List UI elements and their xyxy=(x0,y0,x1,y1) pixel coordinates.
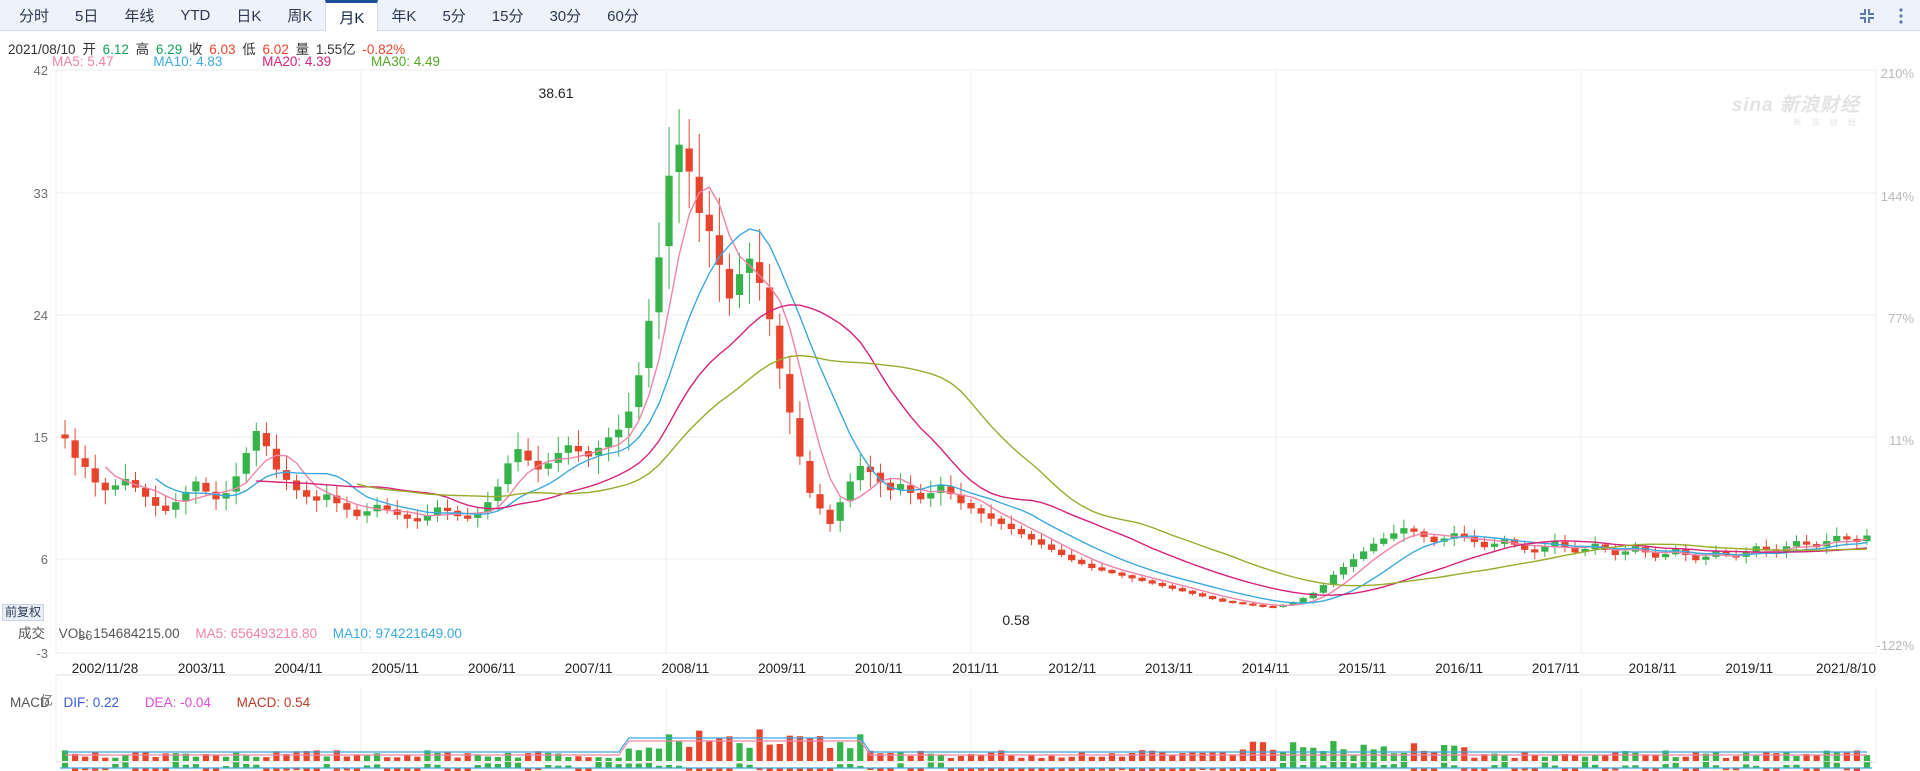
y2tick-77: 77% xyxy=(1888,311,1914,326)
date-tick: 2008/11 xyxy=(661,661,709,676)
volume-value: VOL: 154684215.00 xyxy=(58,626,180,641)
ytick-42: 42 xyxy=(34,63,48,78)
price-axis-left: 42 33 24 15 6 -3 xyxy=(34,63,48,661)
ytick-33: 33 xyxy=(34,186,48,201)
volume-value: 1.55亿 xyxy=(315,42,356,57)
ytick-15: 15 xyxy=(34,430,48,445)
quote-info-line: 2021/08/10 开 6.12 高 6.29 收 6.03 低 6.02 量… xyxy=(8,38,408,58)
tab-yearline[interactable]: 年线 xyxy=(111,0,167,31)
ytick-m3: -3 xyxy=(36,646,48,661)
high-value: 6.29 xyxy=(155,42,183,57)
candles-and-ma-group xyxy=(61,109,1871,609)
macd-panel xyxy=(56,761,1876,771)
date-tick: 2002/11/28 xyxy=(72,661,139,676)
ytick-6: 6 xyxy=(41,552,48,567)
high-label: 高 xyxy=(135,42,150,57)
ma20-value: MA20: 4.39 xyxy=(262,54,332,69)
tab-15min[interactable]: 15分 xyxy=(479,0,537,31)
ma5-value: MA5: 5.47 xyxy=(52,54,114,69)
chart-stage[interactable]: 42 33 24 15 6 -3 210% 144% 77% 11% -122%… xyxy=(0,62,1920,771)
date-tick: 2009/11 xyxy=(758,661,806,676)
tab-week-k[interactable]: 周K xyxy=(274,0,325,31)
date-tick: 2012/11 xyxy=(1048,661,1096,676)
y2tick-210: 210% xyxy=(1881,66,1915,81)
low-label: 低 xyxy=(242,42,256,57)
date-tick: 2014/11 xyxy=(1242,661,1290,676)
grid-lines xyxy=(55,69,1877,654)
macd-dea: DEA: -0.04 xyxy=(144,695,211,710)
tab-ytd[interactable]: YTD xyxy=(167,0,223,31)
quote-date: 2021/08/10 xyxy=(8,42,76,57)
date-tick: 2005/11 xyxy=(371,661,419,676)
y2tick-m122: -122% xyxy=(1876,638,1914,653)
close-label: 收 xyxy=(188,42,203,57)
volume-top-scale: 36 xyxy=(78,628,93,643)
more-menu-icon[interactable] xyxy=(1892,7,1910,25)
macd-info-line: MACD DIF: 0.22 DEA: -0.04 MACD: 0.54 xyxy=(10,695,310,710)
tab-day-k[interactable]: 日K xyxy=(223,0,274,31)
ma30-value: MA30: 4.49 xyxy=(370,54,440,69)
tab-month-k[interactable]: 月K xyxy=(325,0,379,31)
chart-toolbar: 分时 5日 年线 YTD 日K 周K 月K 年K 5分 15分 30分 60分 xyxy=(0,0,1920,31)
date-tick: 2016/11 xyxy=(1435,661,1483,676)
ma10-value: MA10: 4.83 xyxy=(153,54,223,69)
tab-5day[interactable]: 5日 xyxy=(62,0,111,31)
adjust-badge[interactable]: 前复权 xyxy=(2,604,45,621)
date-tick: 2010/11 xyxy=(855,661,903,676)
date-tick: 2015/11 xyxy=(1338,661,1386,676)
date-tick: 2019/11 xyxy=(1725,661,1773,676)
volume-panel xyxy=(55,674,1877,762)
volume-info-line: 成交 VOL: 154684215.00 MA5: 656493216.80 M… xyxy=(18,622,462,642)
date-tick: 2013/11 xyxy=(1145,661,1193,676)
tab-year-k[interactable]: 年K xyxy=(378,0,429,31)
tab-60min[interactable]: 60分 xyxy=(594,0,652,31)
y2tick-11: 11% xyxy=(1889,433,1914,448)
volume-title: 成交 xyxy=(18,626,45,641)
volume-ma5: MA5: 656493216.80 xyxy=(195,626,317,641)
date-axis: 2002/11/28 2003/11 2004/11 2005/11 2006/11 20… xyxy=(72,661,1876,676)
kline-chart[interactable]: 42 33 24 15 6 -3 210% 144% 77% 11% -122%… xyxy=(0,62,1920,771)
open-label: 开 xyxy=(82,42,96,57)
macd-dif: DIF: 0.22 xyxy=(63,695,120,710)
date-tick: 2017/11 xyxy=(1532,661,1580,676)
date-tick: 2007/11 xyxy=(565,661,613,676)
date-tick: 2004/11 xyxy=(275,661,323,676)
volume-unit: 亿 xyxy=(40,693,54,708)
date-tick: 2006/11 xyxy=(468,661,516,676)
tab-30min[interactable]: 30分 xyxy=(536,0,594,31)
close-value: 6.03 xyxy=(209,42,236,57)
volume-ma10: MA10: 974221649.00 xyxy=(332,626,462,641)
collapse-icon[interactable] xyxy=(1858,7,1876,25)
date-tick: 2018/11 xyxy=(1629,661,1677,676)
sina-watermark: sina 新浪财经 新 浪 财 经 xyxy=(1731,95,1860,127)
volume-label: 量 xyxy=(295,42,310,57)
tab-5min[interactable]: 5分 xyxy=(429,0,478,31)
y2tick-144: 144% xyxy=(1881,189,1915,204)
open-value: 6.12 xyxy=(102,42,129,57)
date-tick: 2003/11 xyxy=(178,661,226,676)
date-tick: 2021/8/10 xyxy=(1816,661,1876,676)
macd-value: MACD: 0.54 xyxy=(236,695,311,710)
annotation-period-high: 38.61 xyxy=(538,85,573,101)
change-percent: -0.82% xyxy=(362,42,406,57)
ytick-24: 24 xyxy=(34,308,48,323)
percent-axis-right: 210% 144% 77% 11% -122% xyxy=(1876,66,1914,653)
low-value: 6.02 xyxy=(262,42,289,57)
macd-title: MACD xyxy=(10,695,50,710)
toolbar-icons xyxy=(1858,0,1910,31)
annotation-period-low: 0.58 xyxy=(1002,612,1029,628)
period-tabs: 分时 5日 年线 YTD 日K 周K 月K 年K 5分 15分 30分 60分 xyxy=(6,0,652,31)
ma-info-line: MA5: 5.47 MA10: 4.83 MA20: 4.39 MA30: 4.… xyxy=(52,54,443,69)
tab-fenshi[interactable]: 分时 xyxy=(6,0,62,31)
date-tick: 2011/11 xyxy=(952,661,999,676)
